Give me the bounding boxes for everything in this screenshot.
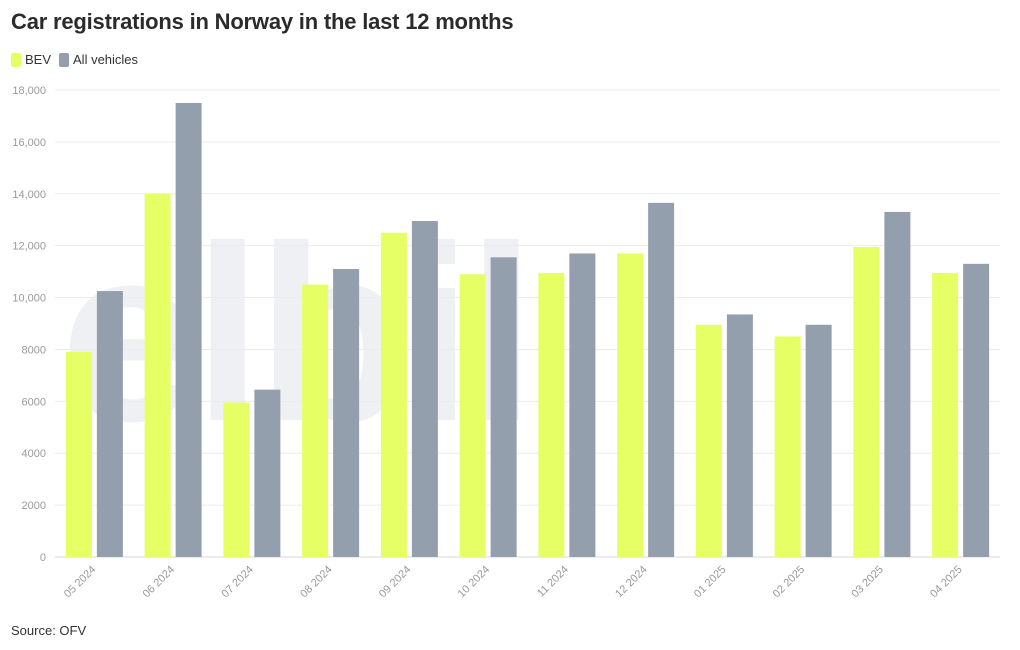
x-tick-label: 11 2024: [535, 564, 571, 600]
legend-item-bev[interactable]: BEV: [11, 52, 51, 67]
y-tick-label: 12,000: [12, 241, 46, 253]
chart-legend: BEV All vehicles: [11, 52, 146, 67]
x-tick-label: 12 2024: [613, 564, 650, 601]
y-tick-label: 0: [40, 552, 46, 564]
legend-label-bev: BEV: [25, 52, 52, 67]
x-tick-label: 05 2024: [62, 564, 99, 601]
x-tick-label: 08 2024: [298, 564, 335, 601]
bar-all-vehicles[interactable]: [648, 202, 675, 557]
y-tick-label: 18,000: [12, 85, 46, 97]
x-tick-label: 10 2024: [456, 564, 493, 601]
bar-bev[interactable]: [538, 272, 565, 557]
source-note: Source: OFV: [11, 623, 87, 638]
bar-bev[interactable]: [774, 336, 801, 557]
y-tick-label: 8000: [22, 344, 46, 356]
bar-bev[interactable]: [223, 402, 250, 557]
bar-bev[interactable]: [853, 246, 880, 558]
bar-bev[interactable]: [380, 232, 407, 557]
bar-all-vehicles[interactable]: [411, 221, 438, 557]
bar-all-vehicles[interactable]: [490, 257, 517, 557]
bar-bev[interactable]: [65, 352, 92, 557]
bar-all-vehicles[interactable]: [805, 324, 832, 557]
bar-all-vehicles[interactable]: [884, 211, 911, 557]
x-tick-label: 01 2025: [692, 564, 729, 601]
y-tick-label: 6000: [22, 396, 46, 408]
bar-all-vehicles[interactable]: [726, 314, 753, 557]
y-tick-label: 4000: [22, 448, 46, 460]
x-tick-label: 02 2025: [771, 564, 808, 601]
bar-all-vehicles[interactable]: [963, 263, 990, 557]
y-tick-label: 10,000: [12, 293, 46, 305]
bar-bev[interactable]: [459, 274, 486, 557]
chart-title: Car registrations in Norway in the last …: [11, 9, 514, 34]
bar-bev[interactable]: [302, 284, 329, 557]
bar-all-vehicles[interactable]: [333, 269, 360, 557]
x-tick-label: 04 2025: [928, 564, 965, 601]
legend-swatch-bev: [11, 52, 21, 67]
bar-all-vehicles[interactable]: [175, 102, 202, 557]
x-tick-label: 09 2024: [377, 564, 414, 601]
bar-all-vehicles[interactable]: [569, 253, 596, 557]
y-tick-label: 14,000: [12, 189, 46, 201]
y-tick-label: 16,000: [12, 137, 46, 149]
legend-swatch-all-vehicles: [59, 52, 70, 67]
bar-bev[interactable]: [695, 324, 722, 557]
legend-label-all-vehicles: All vehicles: [73, 52, 139, 67]
x-tick-label: 03 2025: [849, 564, 886, 601]
bar-bev[interactable]: [617, 253, 644, 557]
bar-all-vehicles[interactable]: [96, 291, 123, 557]
bar-bev[interactable]: [932, 272, 959, 557]
x-tick-label: 06 2024: [141, 564, 178, 601]
legend-item-all-vehicles[interactable]: All vehicles: [59, 52, 138, 67]
bar-bev[interactable]: [144, 193, 171, 557]
x-tick-label: 07 2024: [219, 564, 256, 601]
bar-all-vehicles[interactable]: [254, 389, 281, 557]
y-tick-label: 2000: [22, 500, 46, 512]
